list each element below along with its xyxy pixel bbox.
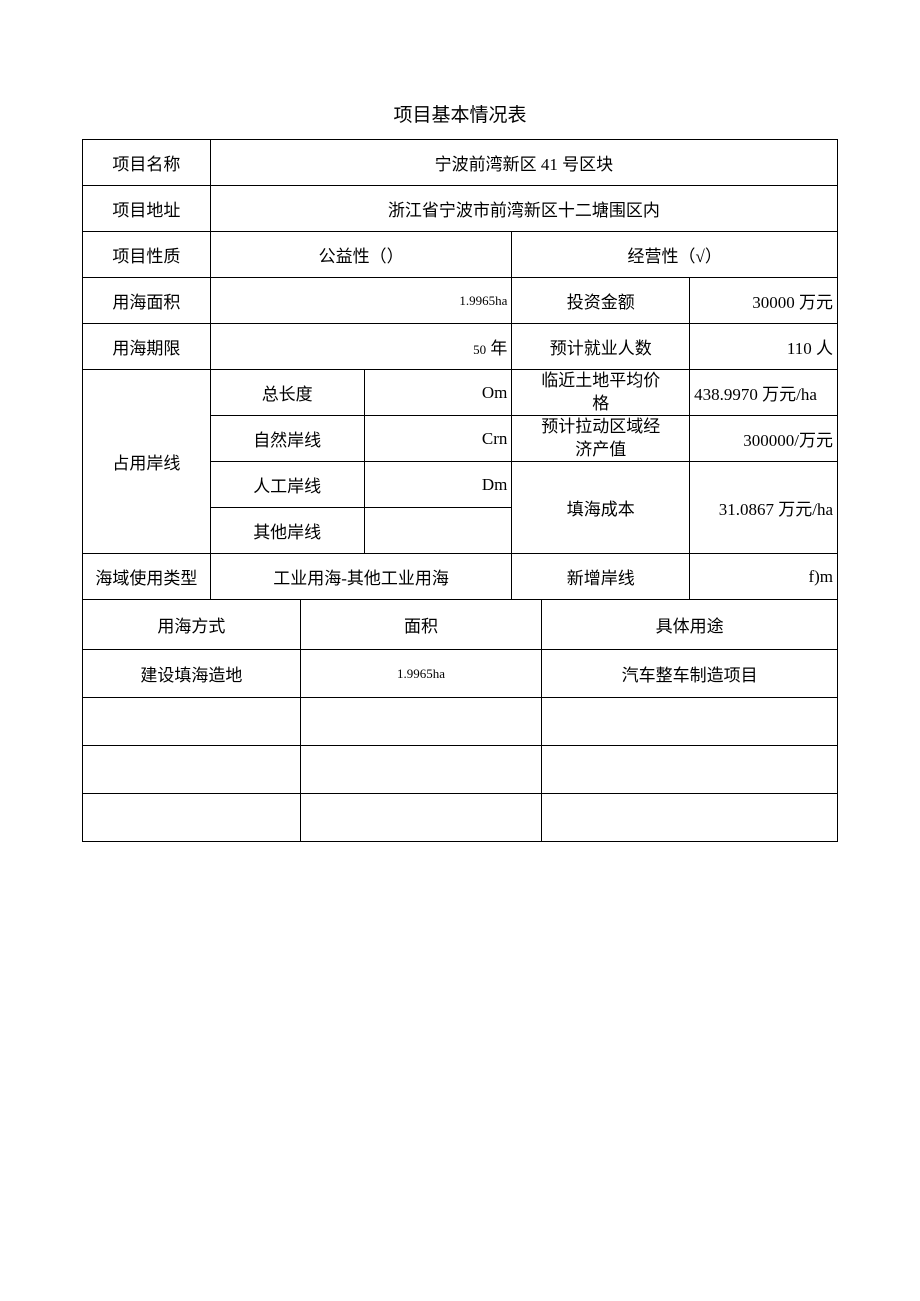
cell-label: 项目名称 (83, 140, 211, 186)
table-row: 海域使用类型 工业用海-其他工业用海 新增岸线 f)m (83, 554, 838, 600)
cell-empty (300, 698, 542, 746)
page-title: 项目基本情况表 (82, 100, 838, 127)
cell-value (364, 508, 512, 554)
table-row: 项目性质 公益性（） 经营性（√） (83, 232, 838, 278)
cell-label: 投资金额 (512, 278, 690, 324)
cell-header: 面积 (300, 600, 542, 650)
cell-value: Om (364, 370, 512, 416)
table-row: 用海面积 1.9965ha 投资金额 30000 万元 (83, 278, 838, 324)
cell-value: 1.9965ha (210, 278, 512, 324)
cell-label: 自然岸线 (210, 416, 364, 462)
cell-value: 110 人 (690, 324, 838, 370)
cell-label: 海域使用类型 (83, 554, 211, 600)
cell-label: 占用岸线 (83, 370, 211, 554)
table-row: 用海方式 面积 具体用途 (83, 600, 838, 650)
cell-header: 具体用途 (542, 600, 838, 650)
cell-label: 新增岸线 (512, 554, 690, 600)
cell-label: 总长度 (210, 370, 364, 416)
cell-label: 项目地址 (83, 186, 211, 232)
cell-label: 项目性质 (83, 232, 211, 278)
cell-label: 预计就业人数 (512, 324, 690, 370)
cell-value: 汽车整车制造项目 (542, 650, 838, 698)
cell-value: 经营性（√） (512, 232, 838, 278)
cell-value: 建设填海造地 (83, 650, 301, 698)
table-row (83, 698, 838, 746)
cell-value: 工业用海-其他工业用海 (210, 554, 512, 600)
cell-value: 30000 万元 (690, 278, 838, 324)
cell-empty (300, 794, 542, 842)
cell-empty (83, 746, 301, 794)
table-row (83, 746, 838, 794)
cell-value: Dm (364, 462, 512, 508)
cell-value: 31.0867 万元/ha (690, 462, 838, 554)
cell-value: 宁波前湾新区 41 号区块 (210, 140, 837, 186)
cell-label: 预计拉动区域经济产值 (512, 416, 690, 462)
table-row: 占用岸线 总长度 Om 临近土地平均价格 438.9970 万元/ha (83, 370, 838, 416)
table-row (83, 794, 838, 842)
cell-value: Crn (364, 416, 512, 462)
cell-label: 其他岸线 (210, 508, 364, 554)
cell-empty (83, 794, 301, 842)
cell-value: f)m (690, 554, 838, 600)
cell-label: 填海成本 (512, 462, 690, 554)
table-row: 项目地址 浙江省宁波市前湾新区十二塘围区内 (83, 186, 838, 232)
cell-value: 浙江省宁波市前湾新区十二塘围区内 (210, 186, 837, 232)
cell-empty (300, 746, 542, 794)
table-row: 项目名称 宁波前湾新区 41 号区块 (83, 140, 838, 186)
cell-value: 1.9965ha (300, 650, 542, 698)
cell-label: 用海期限 (83, 324, 211, 370)
cell-value: 438.9970 万元/ha (690, 370, 838, 416)
cell-label: 临近土地平均价格 (512, 370, 690, 416)
cell-header: 用海方式 (83, 600, 301, 650)
cell-value: 300000/万元 (690, 416, 838, 462)
cell-empty (542, 746, 838, 794)
cell-value: 50 年 (210, 324, 512, 370)
table-row: 建设填海造地 1.9965ha 汽车整车制造项目 (83, 650, 838, 698)
info-table: 项目名称 宁波前湾新区 41 号区块 项目地址 浙江省宁波市前湾新区十二塘围区内… (82, 139, 838, 842)
table-row: 用海期限 50 年 预计就业人数 110 人 (83, 324, 838, 370)
cell-empty (542, 794, 838, 842)
cell-value: 公益性（） (210, 232, 512, 278)
cell-empty (83, 698, 301, 746)
cell-label: 用海面积 (83, 278, 211, 324)
cell-empty (542, 698, 838, 746)
cell-label: 人工岸线 (210, 462, 364, 508)
